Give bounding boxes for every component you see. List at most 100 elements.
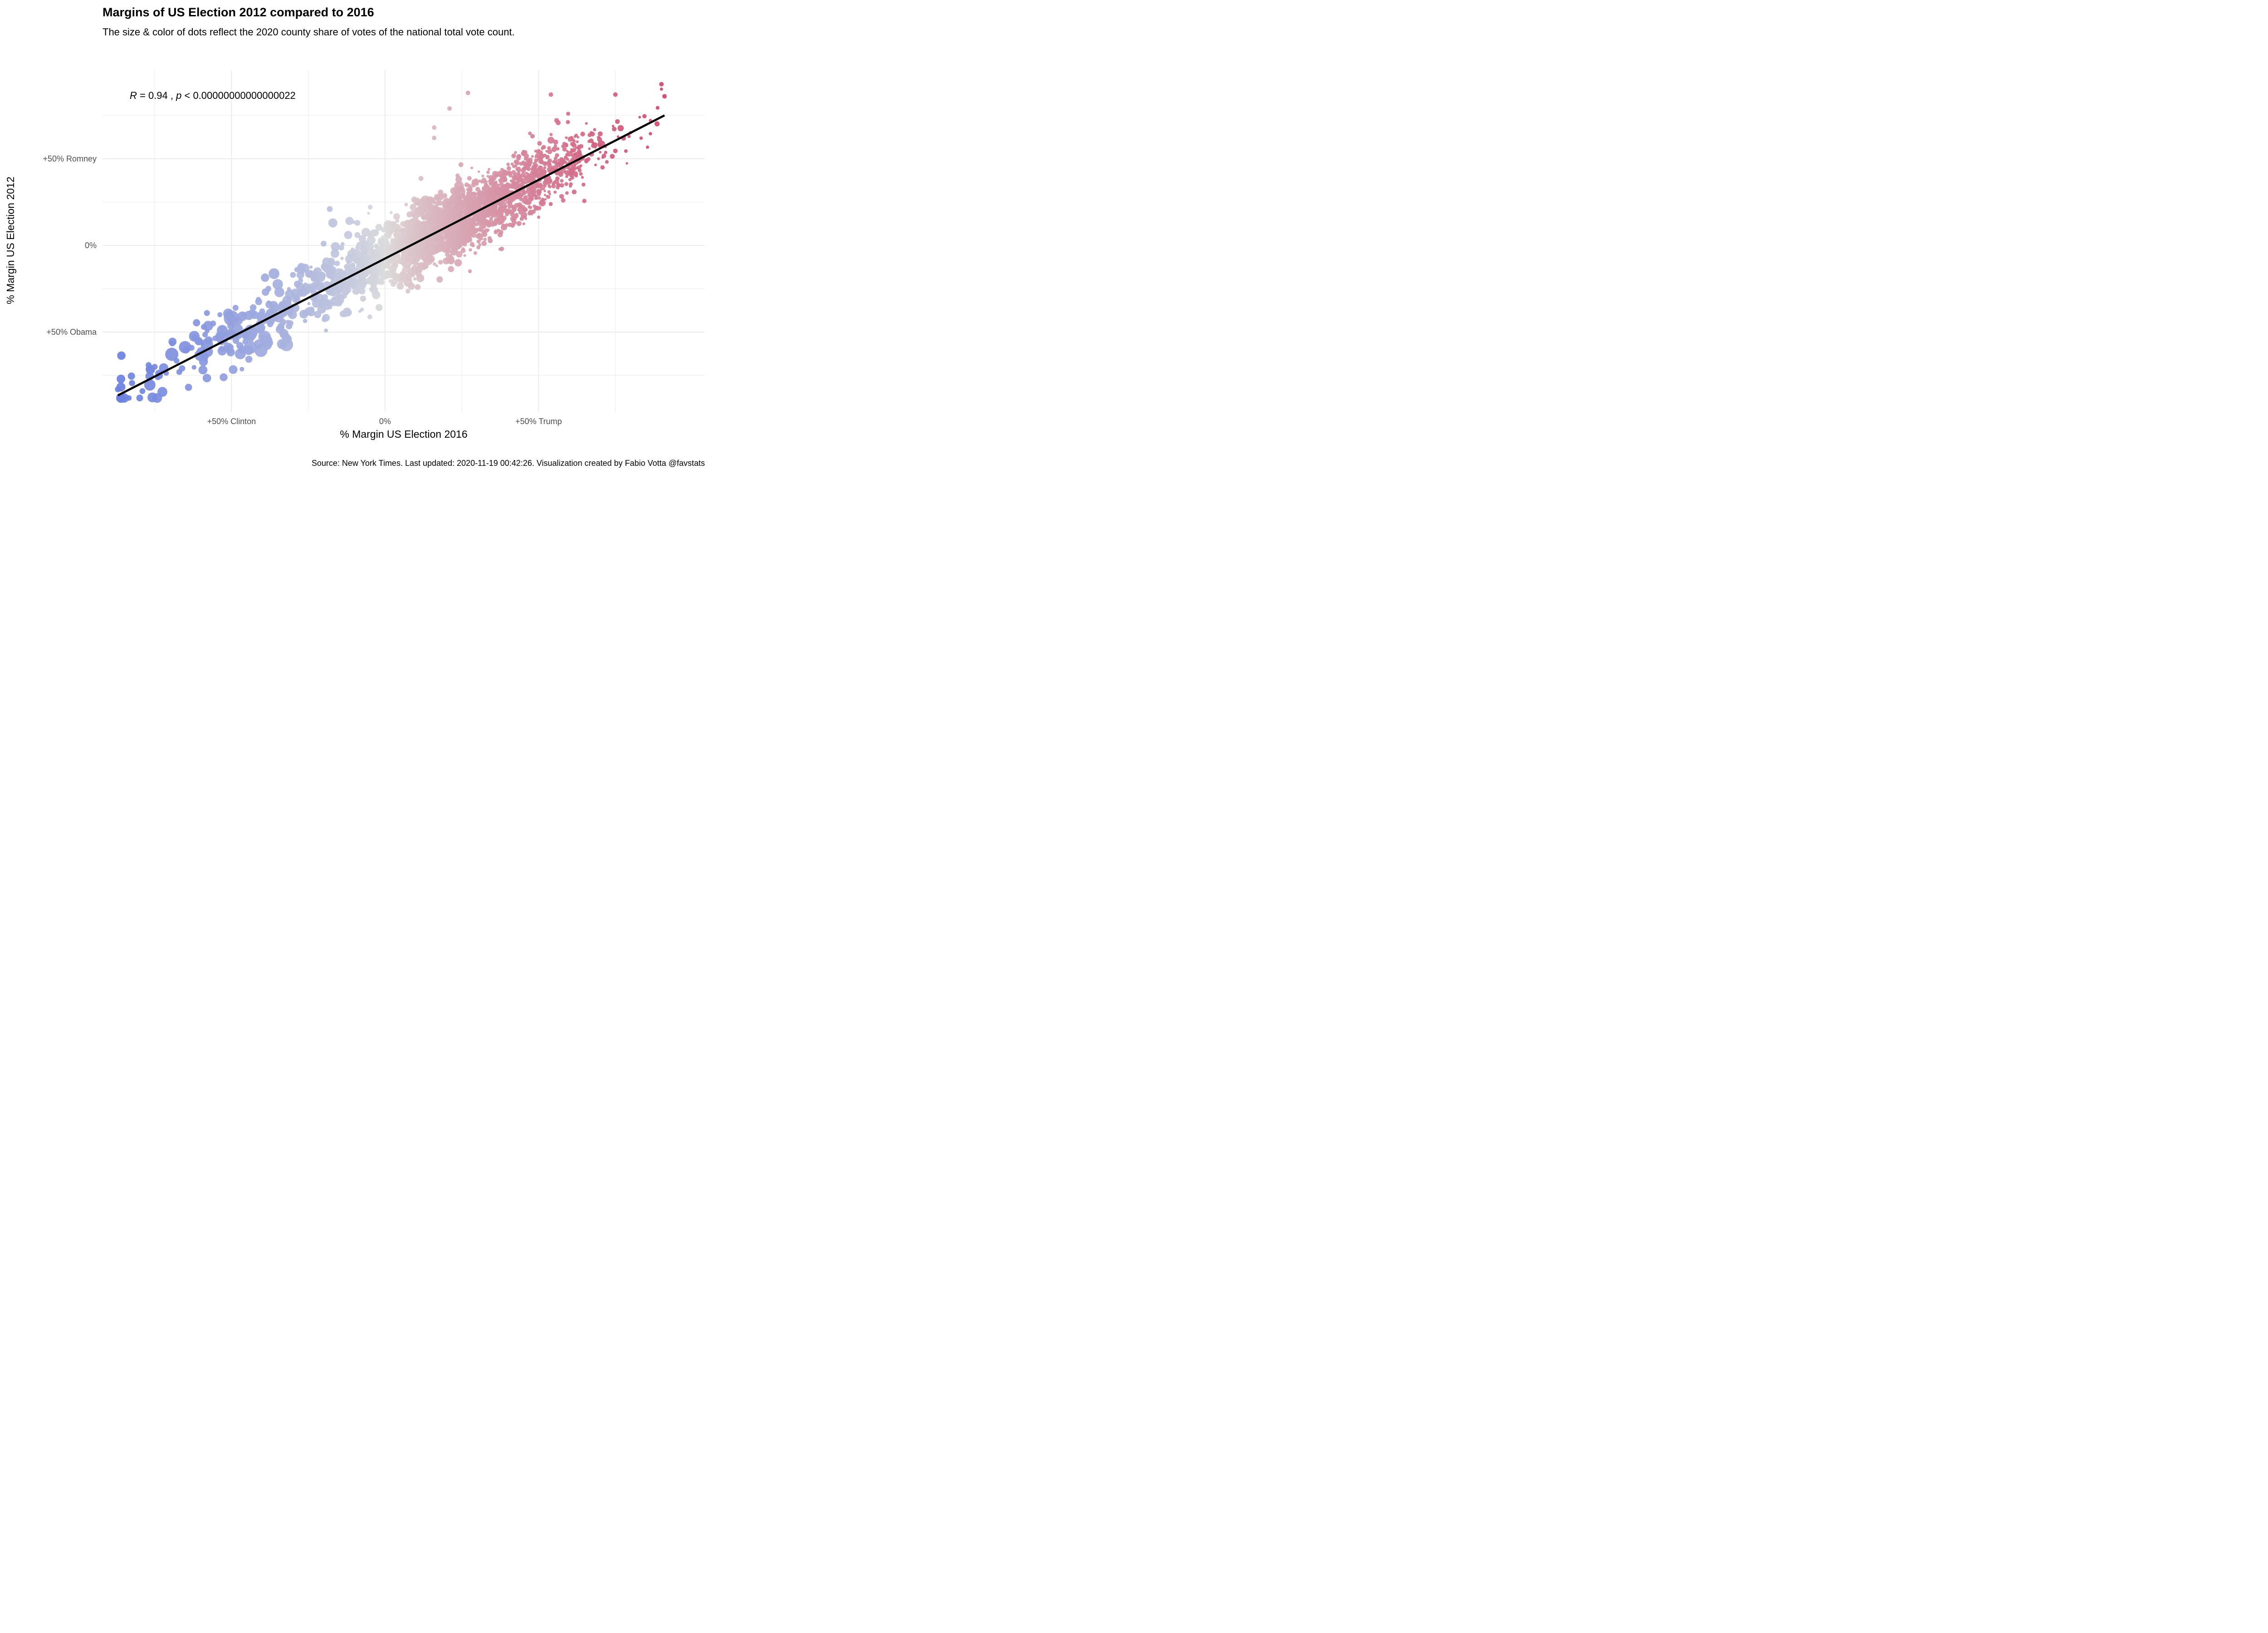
county-point: [511, 153, 516, 158]
y-tick-label: +50% Romney: [43, 154, 97, 163]
county-point: [328, 300, 334, 306]
county-point: [373, 254, 378, 259]
county-point: [455, 230, 459, 234]
county-point: [519, 206, 523, 209]
county-point: [515, 197, 518, 200]
chart-title: Margins of US Election 2012 compared to …: [103, 5, 374, 19]
county-point: [361, 228, 371, 237]
county-point: [445, 252, 450, 257]
county-point: [278, 314, 283, 320]
county-point: [577, 168, 582, 172]
county-point: [547, 149, 552, 154]
county-point: [146, 366, 152, 372]
county-point: [599, 151, 602, 154]
county-point: [406, 264, 411, 269]
county-point: [396, 282, 404, 290]
county-point: [259, 308, 265, 314]
county-point: [219, 346, 225, 352]
county-point: [296, 271, 304, 279]
county-point: [573, 164, 577, 167]
county-point: [169, 340, 176, 347]
county-point: [550, 166, 553, 169]
r-symbol: R: [130, 90, 137, 101]
county-point: [543, 190, 546, 192]
county-point: [538, 196, 541, 200]
county-point: [471, 233, 477, 238]
county-point: [272, 279, 283, 290]
county-point: [557, 158, 560, 161]
county-point: [415, 217, 419, 221]
county-point: [579, 164, 582, 167]
county-point: [397, 238, 401, 242]
county-point: [210, 320, 216, 327]
county-point: [464, 230, 468, 234]
county-point: [523, 192, 526, 196]
county-point: [593, 128, 596, 132]
county-point: [373, 279, 379, 284]
county-point: [393, 213, 400, 220]
county-point: [232, 305, 239, 311]
county-point: [245, 356, 253, 363]
county-point: [528, 160, 533, 165]
county-point: [420, 198, 425, 202]
county-point: [491, 214, 494, 217]
county-point: [368, 205, 373, 210]
county-point: [512, 181, 516, 185]
county-point: [368, 258, 372, 261]
county-point: [416, 262, 420, 266]
county-point: [512, 216, 517, 221]
county-point: [337, 276, 342, 281]
county-point: [327, 275, 331, 279]
county-point: [468, 228, 471, 231]
county-point: [528, 132, 532, 135]
county-point: [287, 287, 291, 291]
county-point: [267, 321, 274, 328]
county-point: [463, 227, 465, 230]
county-point: [447, 244, 451, 248]
county-point: [411, 196, 418, 203]
county-point: [415, 271, 422, 278]
county-point: [302, 312, 306, 315]
county-point: [422, 257, 425, 261]
county-point: [412, 253, 415, 256]
county-point: [533, 191, 536, 195]
county-point: [404, 236, 408, 240]
county-point: [456, 251, 463, 258]
county-point: [566, 157, 569, 161]
county-point: [524, 177, 528, 181]
county-point: [580, 132, 585, 137]
county-point: [376, 251, 380, 255]
county-point: [499, 182, 504, 187]
county-point: [547, 167, 551, 171]
county-point: [279, 318, 287, 326]
county-point: [212, 335, 218, 341]
county-point: [433, 262, 436, 266]
county-point: [499, 173, 503, 177]
county-point: [328, 264, 332, 269]
county-point: [369, 287, 374, 292]
county-point: [393, 263, 397, 267]
county-point: [432, 251, 435, 254]
county-point: [488, 201, 491, 204]
county-point: [490, 216, 494, 219]
county-point: [471, 182, 476, 187]
county-point: [507, 200, 510, 203]
county-point: [600, 165, 605, 170]
county-point: [465, 90, 470, 95]
county-point: [523, 175, 526, 178]
county-point: [545, 180, 548, 183]
county-point: [560, 179, 564, 183]
county-point: [462, 230, 465, 233]
county-point: [475, 204, 479, 208]
county-point: [581, 176, 584, 179]
county-point: [298, 264, 304, 271]
county-point: [401, 259, 407, 266]
county-point: [144, 379, 156, 391]
county-point: [556, 147, 560, 151]
county-point: [371, 273, 374, 276]
county-point: [495, 213, 499, 217]
data-points: [115, 82, 667, 403]
county-point: [335, 273, 339, 277]
county-point: [307, 302, 311, 305]
county-point: [529, 179, 533, 182]
